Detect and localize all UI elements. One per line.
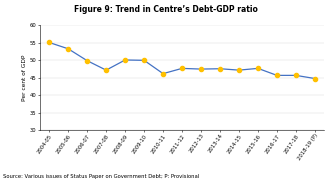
Text: Figure 9: Trend in Centre’s Debt-GDP ratio: Figure 9: Trend in Centre’s Debt-GDP rat… xyxy=(73,5,258,14)
Text: Source: Various issues of Status Paper on Government Debt; P: Provisional: Source: Various issues of Status Paper o… xyxy=(3,174,200,179)
Y-axis label: Per cent of GDP: Per cent of GDP xyxy=(23,55,27,101)
